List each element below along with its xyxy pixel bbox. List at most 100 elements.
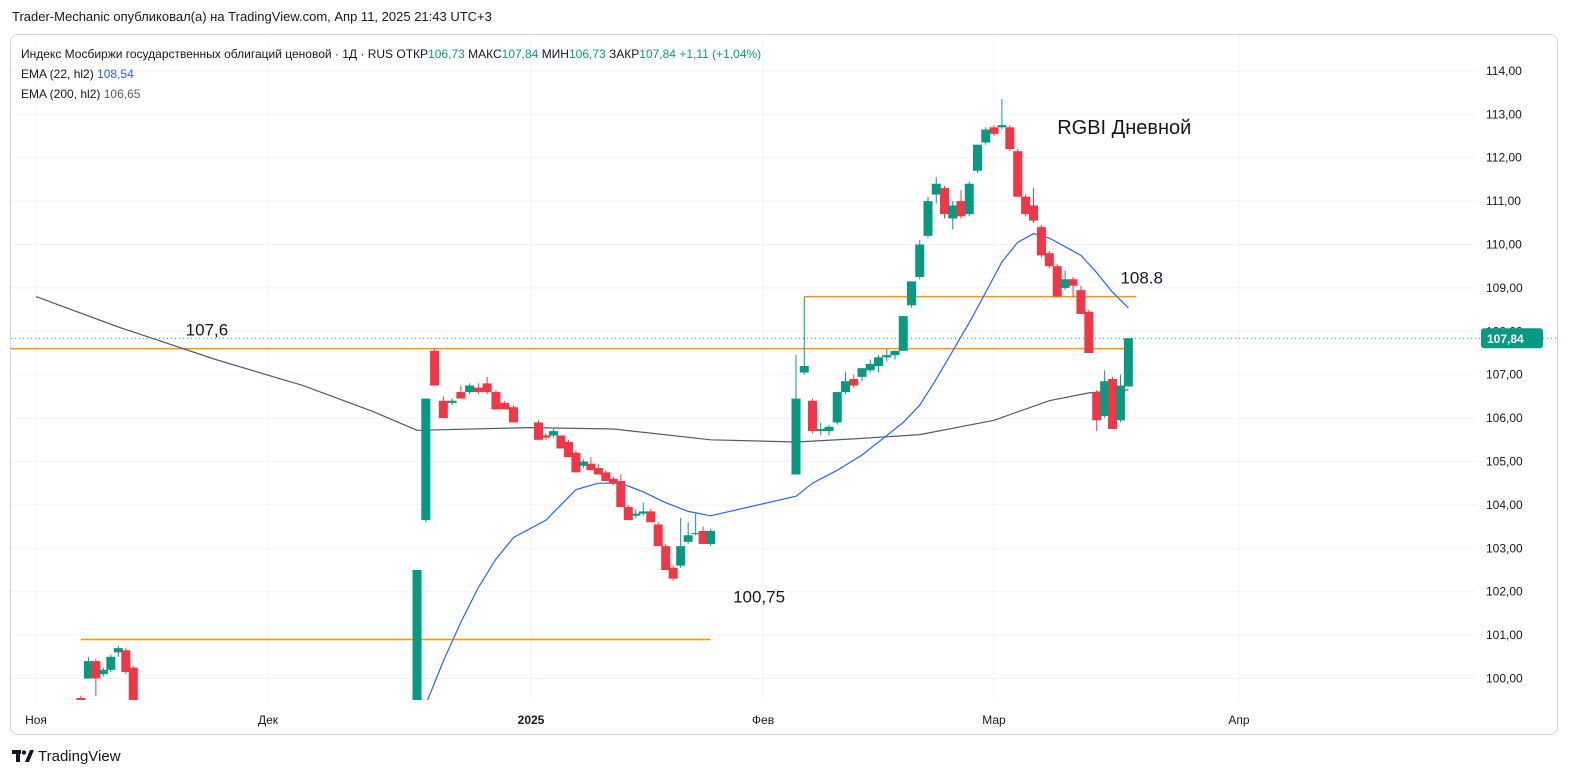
ema200-value: 106,65 — [103, 87, 141, 101]
candle-down — [1044, 251, 1054, 269]
y-tick-label: 109,00 — [1486, 281, 1523, 295]
candle-body — [456, 392, 466, 399]
candle-body — [646, 511, 656, 523]
candle-body — [898, 316, 908, 351]
chart-panel[interactable]: 107,6 108.8 100,75 RGBI Дневной 100,00 101,00… — [10, 34, 1558, 735]
y-tick-label: 114,00 — [1486, 64, 1522, 78]
ema200-line — [35, 296, 1129, 443]
candle-body — [616, 481, 626, 508]
candle-body — [430, 350, 440, 386]
candle-up — [578, 459, 588, 469]
candle-body — [816, 428, 826, 432]
candle-up — [1060, 270, 1070, 291]
candle-body — [849, 379, 859, 386]
candle-down — [1068, 277, 1078, 297]
candle-body — [412, 570, 422, 700]
plot-area — [11, 99, 1137, 700]
candle-body — [1115, 385, 1125, 421]
candle-down — [500, 400, 510, 410]
candle-body — [121, 650, 131, 672]
y-tick-label: 106,00 — [1486, 411, 1523, 425]
candle-up — [973, 144, 982, 173]
candle-up — [799, 296, 809, 375]
candle-body — [857, 368, 867, 377]
candle-up — [98, 667, 108, 677]
candle-up — [113, 645, 123, 657]
candle-body — [1108, 379, 1118, 429]
candle-down — [1005, 125, 1015, 152]
y-tick-label: 107,00 — [1486, 368, 1523, 382]
candle-down — [76, 695, 86, 700]
candle-body — [915, 244, 925, 278]
tradingview-logo[interactable]: TradingView — [12, 748, 121, 765]
symbol-legend-row: Индекс Мосбиржи государственных облигаци… — [21, 44, 761, 64]
x-tick-label: Ноя — [25, 713, 47, 727]
y-tick-label: 101,00 — [1486, 628, 1523, 642]
candle-body — [1013, 151, 1023, 197]
candle-up — [923, 196, 933, 238]
candle-up — [907, 281, 916, 308]
candle-body — [661, 546, 671, 570]
y-tick-label: 105,00 — [1486, 455, 1523, 469]
candle-up — [824, 424, 834, 436]
tradingview-logo-text: TradingView — [38, 748, 121, 765]
candle-body — [473, 387, 483, 393]
candle-down — [1029, 188, 1039, 223]
candle-body — [874, 357, 883, 367]
candle-down — [601, 470, 611, 482]
candle-down — [1021, 194, 1031, 217]
candle-up — [948, 201, 958, 230]
candle-down — [556, 435, 566, 449]
open-label: ОТКР — [396, 47, 429, 61]
y-tick-label: 100,00 — [1486, 672, 1523, 686]
candle-up — [841, 372, 850, 395]
candle-body — [653, 524, 663, 547]
candle-body — [106, 656, 116, 670]
candle-body — [533, 422, 543, 440]
candle-up — [857, 368, 867, 382]
candle-up — [981, 127, 991, 145]
candle-down — [1013, 149, 1023, 197]
candle-body — [438, 400, 448, 419]
ema200-legend-row[interactable]: EMA (200, hl2) 106,65 — [21, 84, 761, 104]
last-price-badge: 107,84 — [1481, 328, 1543, 349]
candle-body — [1092, 392, 1102, 421]
candles — [76, 99, 1133, 700]
candle-body — [578, 461, 588, 466]
candle-up — [638, 502, 648, 516]
candle-down — [1108, 376, 1118, 429]
x-tick-label: Апр — [1228, 713, 1250, 727]
candle-body — [465, 385, 475, 393]
candle-up — [791, 355, 801, 475]
candle-down — [849, 374, 859, 388]
candle-down — [533, 420, 543, 440]
low-label: МИН — [541, 47, 569, 61]
candle-body — [668, 567, 678, 579]
y-tick-label: 111,00 — [1486, 194, 1521, 208]
candle-body — [706, 530, 716, 544]
candle-down — [623, 504, 633, 521]
close-label: ЗАКР — [609, 47, 640, 61]
x-tick-label: 2025 — [518, 713, 545, 727]
publication-info: Trader-Mechanic опубликовал(а) на Tradin… — [12, 9, 492, 24]
candle-body — [76, 698, 86, 700]
candle-down — [121, 648, 131, 675]
ema22-legend-row[interactable]: EMA (22, hl2) 108,54 — [21, 64, 761, 84]
candle-down — [1084, 309, 1094, 353]
candle-down — [989, 125, 999, 136]
candle-down — [668, 565, 678, 581]
grid-lines — [11, 35, 1476, 700]
candle-up — [691, 513, 701, 536]
candlestick-chart[interactable]: 107,6 108.8 100,75 RGBI Дневной 100,00 101,00… — [11, 35, 1558, 735]
candle-down — [91, 658, 101, 696]
candle-body — [1084, 311, 1094, 353]
candle-body — [83, 661, 93, 679]
candle-body — [989, 127, 999, 134]
candle-down — [1076, 285, 1086, 314]
symbol-title[interactable]: Индекс Мосбиржи государственных облигаци… — [21, 47, 394, 61]
candle-body — [98, 669, 108, 675]
candle-down — [473, 383, 483, 395]
candle-body — [981, 129, 991, 143]
candle-body — [1100, 381, 1110, 416]
chart-annotation: 108.8 — [1120, 269, 1163, 288]
